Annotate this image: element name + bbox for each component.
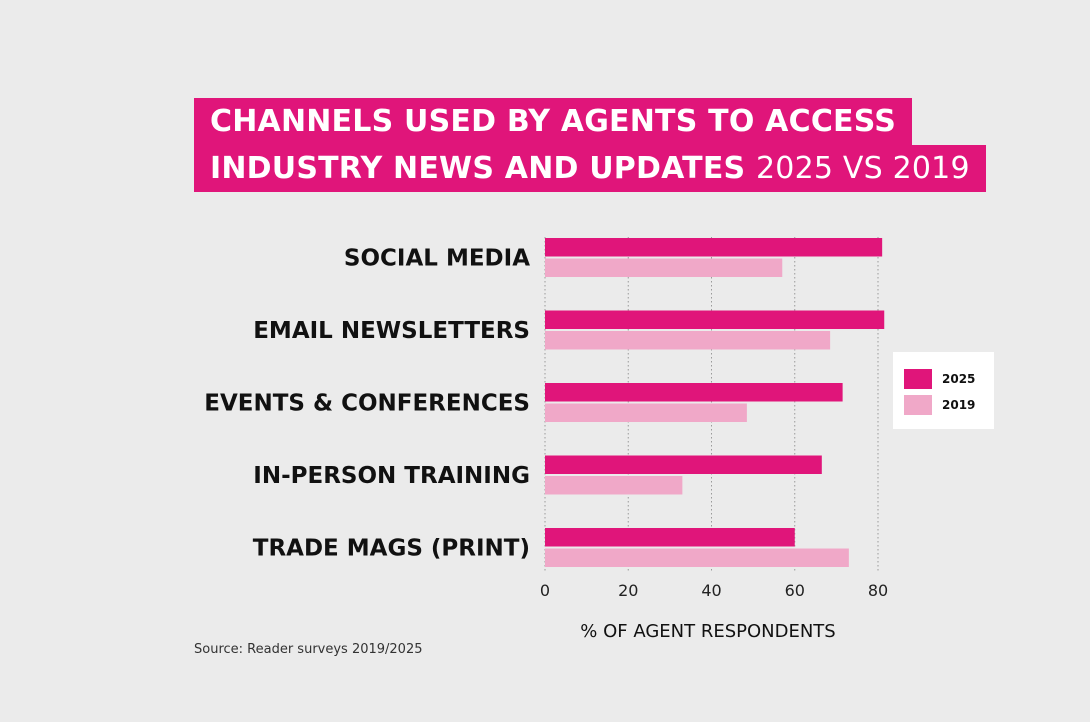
- chart-title-suffix: 2025 VS 2019: [756, 151, 970, 186]
- bar-2025: [545, 238, 883, 257]
- bar-2025: [545, 528, 795, 547]
- chart-title-line-2: INDUSTRY NEWS AND UPDATES 2025 VS 2019: [194, 145, 986, 192]
- x-tick-label: 60: [785, 581, 805, 600]
- x-tick-label: 0: [540, 581, 550, 600]
- legend-swatch-2019: [904, 395, 932, 415]
- bar-2019: [545, 548, 849, 567]
- source-note: Source: Reader surveys 2019/2025: [194, 642, 423, 657]
- category-label: IN-PERSON TRAINING: [253, 463, 530, 489]
- x-tick-label: 20: [618, 581, 638, 600]
- x-tick-label: 40: [701, 581, 721, 600]
- legend-swatch-2025: [904, 369, 932, 389]
- x-tick-labels: 0 20 40 60 80: [540, 581, 888, 600]
- bar-2019: [545, 476, 683, 495]
- bar-2019: [545, 331, 831, 350]
- category-label: SOCIAL MEDIA: [344, 246, 530, 272]
- legend-label-2025: 2025: [942, 372, 975, 386]
- bar-2025: [545, 455, 822, 474]
- x-tick-label: 80: [868, 581, 888, 600]
- legend-box: [893, 352, 994, 429]
- bar-2019: [545, 258, 783, 277]
- category-label: TRADE MAGS (PRINT): [253, 536, 530, 562]
- chart-title-text-1: CHANNELS USED BY AGENTS TO ACCESS: [210, 104, 896, 139]
- chart-title-line-1: CHANNELS USED BY AGENTS TO ACCESS: [194, 98, 912, 145]
- chart-title-text-2: INDUSTRY NEWS AND UPDATES: [210, 151, 746, 186]
- legend: 2025 2019: [893, 352, 994, 429]
- category-labels: SOCIAL MEDIA EMAIL NEWSLETTERS EVENTS & CO…: [204, 246, 530, 562]
- legend-label-2019: 2019: [942, 398, 975, 412]
- bar-2025: [545, 383, 843, 402]
- x-axis-title: % OF AGENT RESPONDENTS: [580, 621, 835, 642]
- category-label: EVENTS & CONFERENCES: [204, 391, 530, 417]
- bar-2019: [545, 403, 747, 422]
- bar-2025: [545, 310, 885, 329]
- bars: [545, 238, 885, 567]
- category-label: EMAIL NEWSLETTERS: [253, 318, 530, 344]
